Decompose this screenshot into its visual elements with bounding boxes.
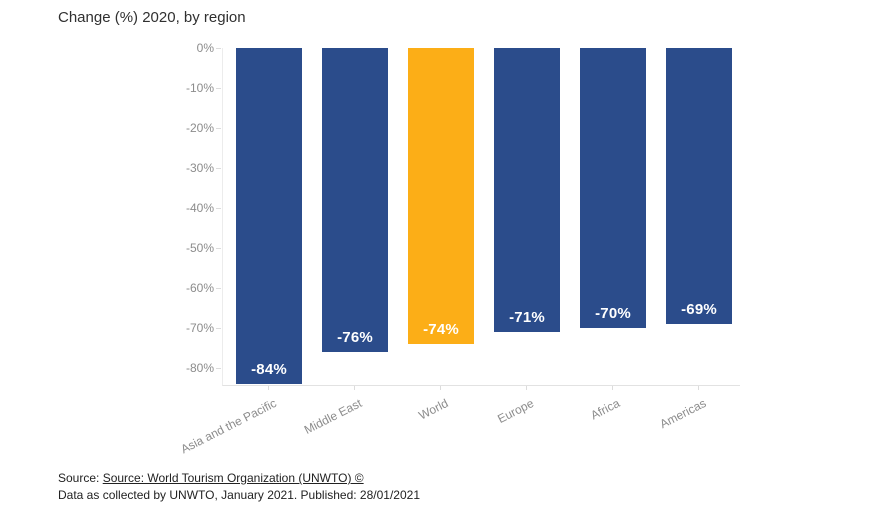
bar-value-label: -71%: [509, 309, 545, 326]
y-axis-label: -50%: [185, 241, 214, 255]
x-axis-tick: [354, 386, 355, 390]
x-axis-label-asia-and-the-pacific: Asia and the Pacific: [178, 396, 279, 457]
source-footer: Source: Source: World Tourism Organizati…: [58, 470, 420, 504]
plot-area: -84% -76% -74% -71% -70% -69%: [222, 48, 740, 386]
source-line: Source: Source: World Tourism Organizati…: [58, 470, 420, 487]
bar-americas[interactable]: -69%: [666, 48, 732, 324]
y-axis-tick: [216, 288, 221, 289]
x-axis-tick: [698, 386, 699, 390]
bar-world[interactable]: -74%: [408, 48, 474, 344]
x-axis-tick: [440, 386, 441, 390]
source-link[interactable]: Source: World Tourism Organization (UNWT…: [102, 471, 364, 485]
y-axis-label: -60%: [185, 281, 214, 295]
y-axis-tick: [216, 248, 221, 249]
bar-europe[interactable]: -71%: [494, 48, 560, 332]
bar-value-label: -70%: [595, 305, 631, 322]
data-note: Data as collected by UNWTO, January 2021…: [58, 488, 420, 502]
y-axis-tick: [216, 368, 221, 369]
y-axis-label: -10%: [185, 81, 214, 95]
x-axis-tick: [268, 386, 269, 390]
x-axis-label-europe: Europe: [495, 396, 537, 427]
y-axis-label: -70%: [185, 321, 214, 335]
y-axis-label: -20%: [185, 121, 214, 135]
y-axis-label: -40%: [185, 201, 214, 215]
y-axis-tick: [216, 328, 221, 329]
y-axis-label: -30%: [185, 161, 214, 175]
x-axis-tick: [612, 386, 613, 390]
bar-middle-east[interactable]: -76%: [322, 48, 388, 352]
x-axis-label-world: World: [416, 396, 451, 423]
chart-title: Change (%) 2020, by region: [58, 9, 246, 26]
x-axis-label-middle-east: Middle East: [302, 396, 365, 437]
y-axis-tick: [216, 48, 221, 49]
y-axis-tick: [216, 168, 221, 169]
bar-value-label: -74%: [423, 321, 459, 338]
y-axis-tick: [216, 88, 221, 89]
source-prefix-label: Source:: [58, 471, 103, 485]
bar-value-label: -76%: [337, 329, 373, 346]
bar-value-label: -84%: [251, 361, 287, 378]
bar-value-label: -69%: [681, 301, 717, 318]
y-axis-tick: [216, 128, 221, 129]
bar-africa[interactable]: -70%: [580, 48, 646, 328]
y-axis-label: -80%: [185, 361, 214, 375]
x-axis-tick: [526, 386, 527, 390]
bar-asia-and-the-pacific[interactable]: -84%: [236, 48, 302, 384]
x-axis-label-americas: Americas: [657, 396, 709, 432]
y-axis-label: 0%: [196, 41, 214, 55]
y-axis-tick: [216, 208, 221, 209]
x-axis-label-africa: Africa: [588, 396, 623, 423]
